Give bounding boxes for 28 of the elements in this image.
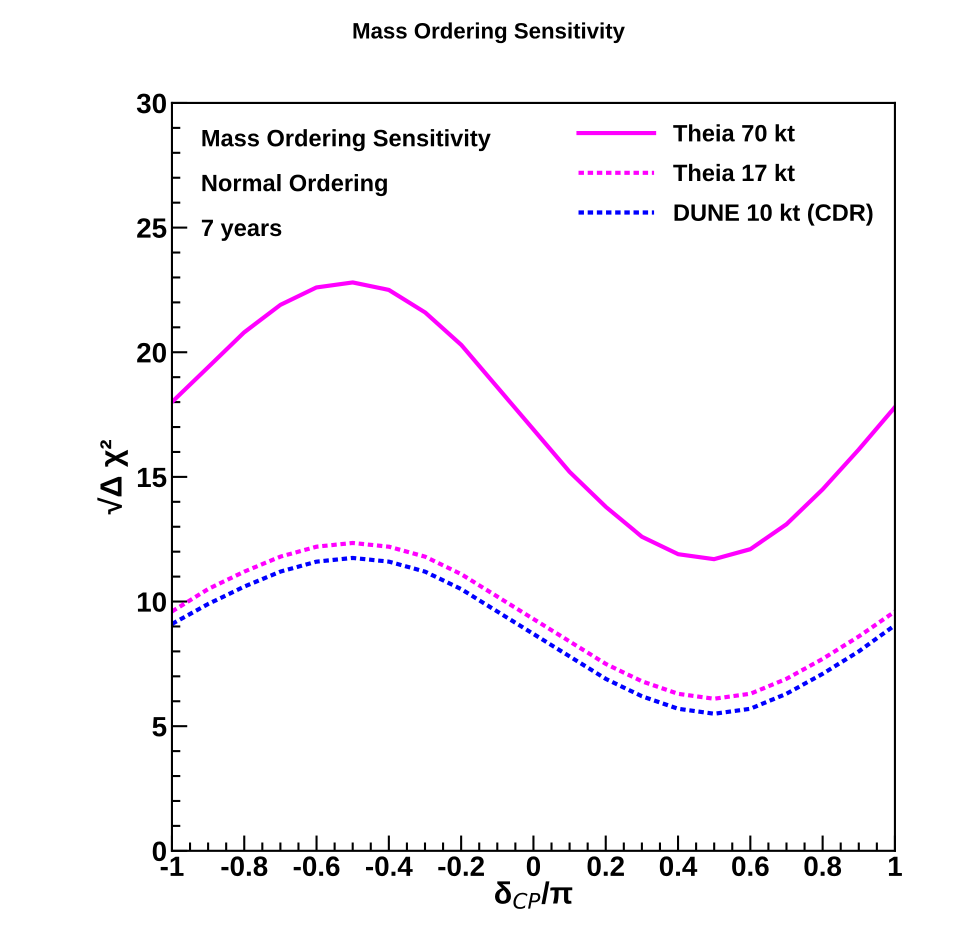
- y-tick-label: 30: [136, 94, 166, 114]
- y-tick-label: 15: [138, 468, 166, 488]
- x-tick-label: -0.4: [366, 856, 413, 876]
- y-tick-label: 5: [152, 717, 166, 737]
- x-tick-label: 0.8: [804, 856, 842, 876]
- line-series: [172, 540, 895, 701]
- y-tick-label: 10: [138, 592, 166, 612]
- x-tick-label: -0.8: [221, 856, 268, 876]
- annotation: Mass Ordering Sensitivity: [202, 129, 491, 152]
- line-series: [172, 280, 895, 562]
- legend-label: Theia 70 kt: [673, 124, 795, 142]
- legend-label: Theia 17 kt: [673, 164, 795, 182]
- x-tick-label: 0.4: [660, 856, 698, 876]
- y-tick-label: 25: [137, 218, 166, 238]
- chart-title: Mass Ordering Sensitivity: [354, 22, 625, 44]
- x-tick-label: -0.6: [294, 856, 340, 876]
- x-axis-title: δ$_{CP}$/π: [495, 881, 572, 909]
- y-axis-title: √Δ χ²: [97, 440, 128, 514]
- x-tick-label: -0.2: [438, 856, 484, 876]
- line-series: [172, 556, 895, 716]
- annotation: 7 years: [202, 220, 282, 241]
- annotation: Normal Ordering: [202, 174, 387, 196]
- legend-label: DUNE 10 kt (CDR): [674, 204, 873, 226]
- x-tick-label: 0.6: [732, 856, 769, 876]
- x-tick-label: 0.2: [588, 856, 624, 876]
- x-tick-label: 0: [526, 856, 540, 876]
- y-tick-label: 20: [137, 342, 166, 363]
- x-tick-label: 1: [888, 856, 902, 876]
